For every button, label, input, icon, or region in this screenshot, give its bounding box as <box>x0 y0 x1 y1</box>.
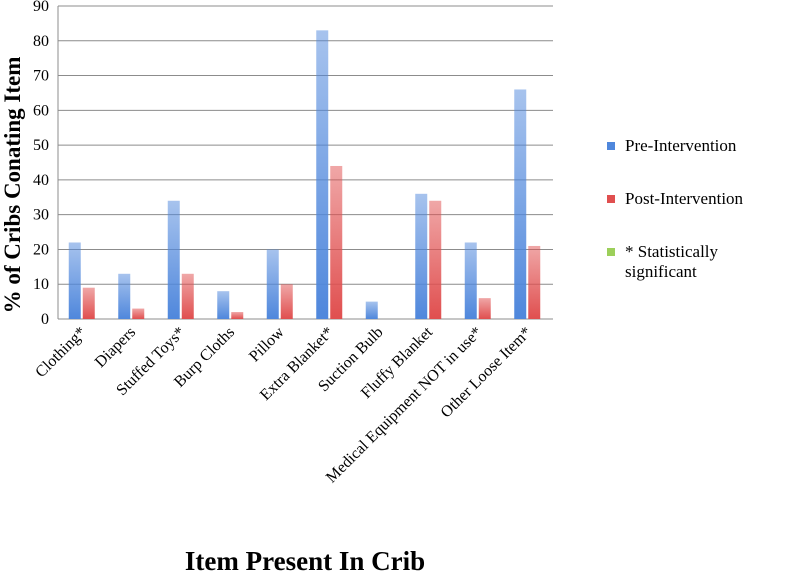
legend: Pre-Intervention Post-Intervention * Stati… <box>607 136 782 295</box>
x-tick-label: Other Loose Item* <box>438 324 535 421</box>
bar <box>514 89 527 319</box>
x-tick-label: Diapers <box>92 324 139 371</box>
bar <box>464 242 477 319</box>
bar <box>316 30 329 319</box>
y-tick-label: 80 <box>33 33 49 50</box>
y-tick-label: 90 <box>33 0 49 15</box>
x-axis-title: Item Present In Crib <box>185 546 425 576</box>
bar <box>429 200 442 319</box>
bar <box>181 273 194 319</box>
legend-item: * Statistically significant <box>607 242 782 295</box>
bar <box>266 249 279 319</box>
y-axis-title: % of Cribs Conating Item <box>0 57 25 314</box>
bar <box>231 312 244 319</box>
y-tick-label: 40 <box>33 172 49 189</box>
legend-swatch <box>607 142 615 150</box>
x-tick-label: Pillow <box>246 323 288 365</box>
legend-label: * Statistically significant <box>625 242 719 281</box>
y-tick-label: 50 <box>33 137 49 154</box>
bar <box>415 193 428 319</box>
bar <box>330 165 343 319</box>
bar <box>528 245 541 319</box>
legend-swatch <box>607 195 615 203</box>
bar <box>68 242 81 319</box>
bar <box>118 273 131 319</box>
bar <box>217 291 230 319</box>
legend-swatch <box>607 248 615 256</box>
bar <box>82 287 95 319</box>
y-tick-label: 70 <box>33 68 49 85</box>
x-tick-label: Clothing* <box>32 324 89 381</box>
y-tick-label: 0 <box>41 311 49 328</box>
bar <box>132 308 145 319</box>
bar <box>167 200 180 319</box>
y-tick-label: 10 <box>33 276 49 293</box>
bar <box>280 284 293 319</box>
legend-label: Post-Intervention <box>625 189 744 208</box>
y-tick-label: 60 <box>33 102 49 119</box>
legend-label: Pre-Intervention <box>625 136 737 155</box>
bar <box>478 298 491 319</box>
y-tick-label: 20 <box>33 241 49 258</box>
bar <box>365 301 378 319</box>
y-tick-label: 30 <box>33 207 49 224</box>
legend-item: Pre-Intervention <box>607 136 782 189</box>
legend-item: Post-Intervention <box>607 189 782 242</box>
